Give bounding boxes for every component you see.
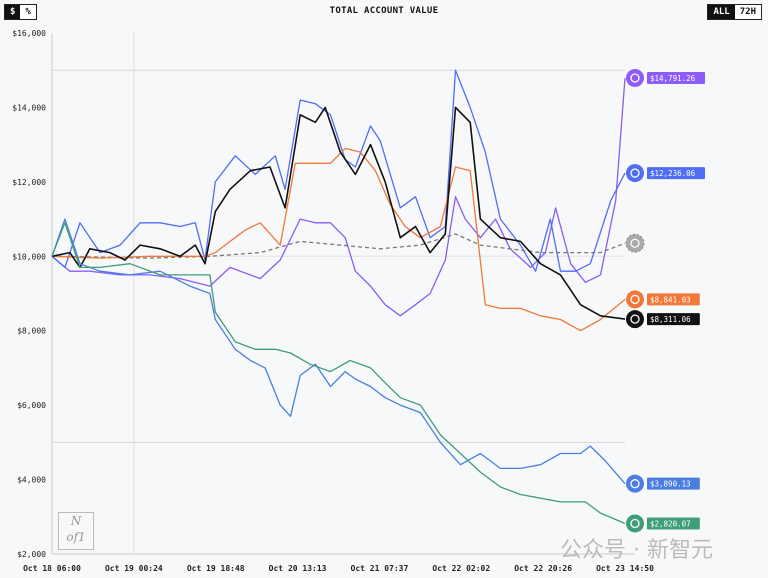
y-tick-label: $12,000 xyxy=(12,178,46,187)
model-icon-black xyxy=(626,310,644,329)
y-tick-label: $8,000 xyxy=(17,327,46,336)
x-tick-label: Oct 18 06:00 xyxy=(23,564,81,573)
series-line-gray-dashed xyxy=(51,233,626,259)
value-label-bg xyxy=(647,477,700,490)
series-line-purple xyxy=(51,77,626,317)
unit-dollar-button[interactable]: $ xyxy=(5,5,21,19)
x-tick-label: Oct 22 20:26 xyxy=(514,564,572,573)
y-tick-label: $2,000 xyxy=(17,550,46,559)
model-icon-glyph xyxy=(630,73,640,83)
chart-title: TOTAL ACCOUNT VALUE xyxy=(329,6,439,16)
model-icon-glyph xyxy=(630,294,640,305)
model-icon-green xyxy=(626,514,644,533)
series-line-orange xyxy=(51,147,626,332)
unit-toggle[interactable]: $ % xyxy=(4,4,37,20)
value-label-black: $8,311.06 xyxy=(650,315,691,324)
series-line-blue xyxy=(51,69,626,272)
y-tick-label: $10,000 xyxy=(12,252,46,261)
value-label-bg xyxy=(647,313,700,326)
model-icon-glyph xyxy=(630,314,640,324)
series-line-blue-lower xyxy=(51,218,626,485)
value-label-bg xyxy=(647,167,705,180)
y-tick-label: $6,000 xyxy=(17,401,46,410)
value-label-bg xyxy=(647,517,700,530)
value-label-blue-lower: $3,890.13 xyxy=(650,480,691,489)
unit-percent-button[interactable]: % xyxy=(25,7,31,17)
model-icon-orange xyxy=(626,290,644,309)
value-label-purple: $14,791.26 xyxy=(650,74,696,83)
range-all-button[interactable]: ALL xyxy=(708,5,735,19)
value-label-blue: $12,236.06 xyxy=(650,169,696,178)
x-tick-label: Oct 20 13:13 xyxy=(269,564,327,573)
model-icon-blue xyxy=(626,164,644,183)
y-tick-label: $4,000 xyxy=(17,476,46,485)
series-line-green xyxy=(51,222,626,525)
value-label-bg xyxy=(647,71,705,84)
x-tick-label: Oct 22 02:02 xyxy=(432,564,490,573)
y-tick-label: $14,000 xyxy=(12,103,46,112)
model-icon-blue-lower xyxy=(626,474,644,493)
model-icon-glyph xyxy=(630,238,640,248)
watermark: 公众号 · 新智元 xyxy=(560,538,713,563)
x-tick-label: Oct 21 07:37 xyxy=(351,564,409,573)
model-icon-glyph xyxy=(630,168,640,178)
x-tick-label: Oct 23 14:50 xyxy=(596,564,654,573)
series-line-black xyxy=(51,106,626,320)
y-tick-label: $16,000 xyxy=(12,29,46,38)
range-72h-button[interactable]: 72H xyxy=(739,7,756,17)
x-tick-label: Oct 19 00:24 xyxy=(105,564,163,573)
value-label-green: $2,820.07 xyxy=(650,519,691,528)
x-tick-label: Oct 19 18:48 xyxy=(187,564,245,573)
model-icon-gray-dashed xyxy=(625,233,645,253)
value-label-orange: $8,841.03 xyxy=(650,295,691,304)
range-toggle[interactable]: ALL 72H xyxy=(707,4,762,20)
model-icon-glyph xyxy=(630,518,640,529)
model-icon-glyph xyxy=(630,479,640,489)
value-label-bg xyxy=(647,293,700,306)
model-icon-purple xyxy=(626,68,644,87)
